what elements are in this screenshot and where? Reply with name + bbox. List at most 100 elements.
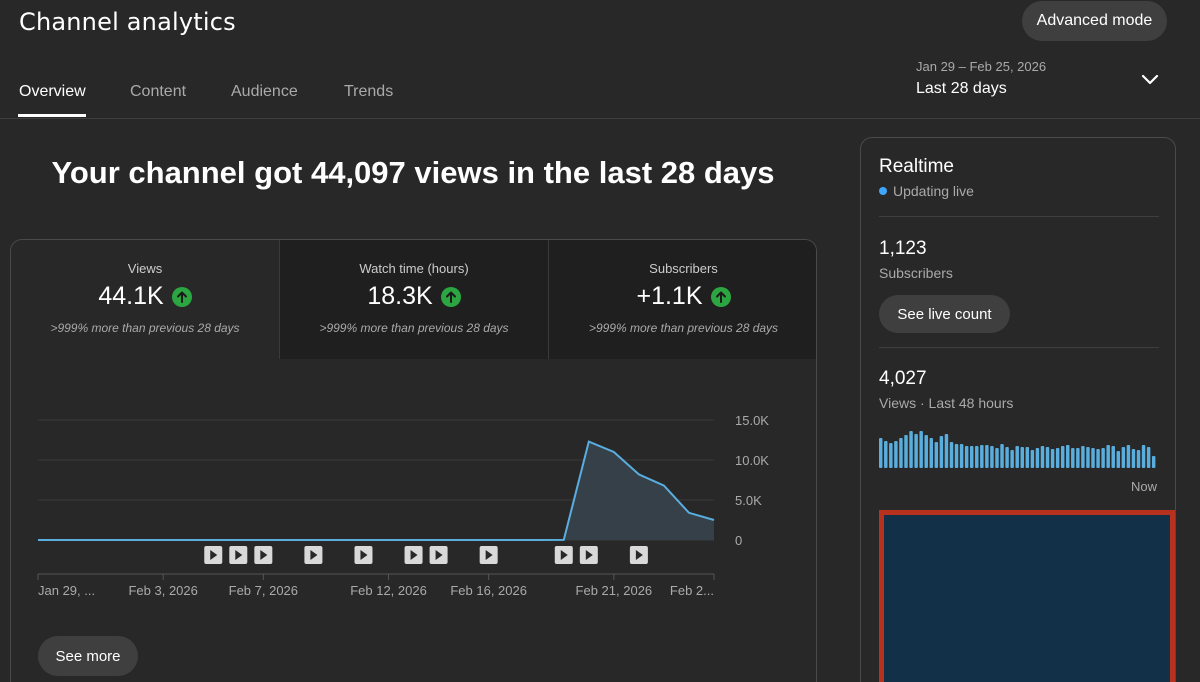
realtime-bar[interactable] [1081,446,1085,468]
live-dot-icon [879,187,887,195]
realtime-bar[interactable] [1045,447,1050,468]
video-marker-icon[interactable] [354,546,373,564]
realtime-bar[interactable] [1050,449,1055,468]
series-area [38,441,714,540]
x-tick-label: Feb 3, 2026 [128,583,197,598]
realtime-bar[interactable] [1040,446,1045,468]
y-tick-label: 5.0K [735,493,762,508]
realtime-bar[interactable] [1096,449,1100,468]
realtime-bar[interactable] [1055,448,1060,468]
realtime-bar[interactable] [889,443,893,468]
video-marker-icon[interactable] [254,546,273,564]
realtime-bar[interactable] [1131,449,1136,468]
metric-label: Watch time (hours) [359,261,469,276]
realtime-bar[interactable] [1106,445,1110,468]
video-marker-icon[interactable] [554,546,573,564]
video-marker-icon[interactable] [404,546,423,564]
realtime-bar[interactable] [1071,448,1075,468]
realtime-bar[interactable] [959,444,964,468]
see-more-button[interactable]: See more [38,636,138,676]
arrow-up-icon [710,286,731,307]
realtime-bar[interactable] [904,435,908,468]
tab-content[interactable]: Content [130,83,187,100]
realtime-bar[interactable] [1010,450,1014,468]
realtime-bar[interactable] [1035,448,1040,468]
realtime-bar[interactable] [975,446,979,468]
realtime-bar[interactable] [990,446,994,468]
tab-overview[interactable]: Overview [19,83,86,100]
realtime-bar[interactable] [929,438,933,468]
realtime-bar[interactable] [1005,447,1009,468]
active-tab-indicator [18,114,86,117]
realtime-bar[interactable] [1025,447,1030,468]
realtime-bar[interactable] [1060,446,1065,468]
realtime-bar[interactable] [1020,447,1024,468]
video-marker-icon[interactable] [629,546,648,564]
realtime-bar[interactable] [909,431,913,468]
realtime-bar[interactable] [1066,445,1070,468]
realtime-bar[interactable] [914,434,918,468]
metric-subscribers[interactable]: Subscribers +1.1K >999% more than previo… [549,240,816,359]
realtime-bar[interactable] [944,434,949,468]
realtime-bar[interactable] [985,445,989,468]
realtime-bar[interactable] [995,448,999,468]
realtime-bar[interactable] [1101,448,1105,468]
realtime-bar[interactable] [1000,444,1004,468]
chevron-down-icon[interactable] [1140,70,1160,90]
realtime-bar[interactable] [1151,456,1156,468]
realtime-bar[interactable] [1030,450,1035,468]
arrow-up-icon [171,286,192,307]
video-marker-icon[interactable] [429,546,448,564]
realtime-bar[interactable] [924,435,928,468]
date-range-selector[interactable]: Jan 29 – Feb 25, 2026 Last 28 days [916,59,1046,98]
realtime-bar[interactable] [894,441,898,468]
realtime-bar[interactable] [1141,445,1146,468]
realtime-bar[interactable] [884,441,888,468]
metric-views[interactable]: Views 44.1K >999% more than previous 28 … [11,240,280,359]
advanced-mode-button[interactable]: Advanced mode [1022,1,1167,41]
metric-value: 44.1K [98,282,164,310]
realtime-bar[interactable] [1015,446,1019,468]
video-marker-icon[interactable] [579,546,598,564]
realtime-bar[interactable] [954,444,959,468]
y-tick-label: 0 [735,533,742,548]
realtime-views-value: 4,027 [879,368,927,389]
realtime-bar[interactable] [899,438,903,468]
realtime-bar[interactable] [1136,450,1141,468]
tab-trends[interactable]: Trends [344,83,394,100]
video-marker-icon[interactable] [204,546,223,564]
metric-value: 18.3K [367,282,433,310]
realtime-bar[interactable] [949,442,954,468]
metric-delta: >999% more than previous 28 days [588,321,779,335]
video-marker-icon[interactable] [304,546,323,564]
arrow-up-icon [440,286,461,307]
realtime-status-text: Updating live [893,183,974,199]
realtime-bar[interactable] [1146,447,1151,468]
realtime-bar[interactable] [879,438,883,468]
metric-delta: >999% more than previous 28 days [319,321,509,335]
views-chart: 15.0K 10.0K 5.0K 0 Jan 29, ... Feb 3, 2026 Feb… [37,413,769,598]
video-marker-icon[interactable] [229,546,248,564]
video-marker-icon[interactable] [479,546,498,564]
realtime-bar[interactable] [1086,447,1090,468]
see-live-count-button[interactable]: See live count [879,295,1010,333]
realtime-subscribers-value: 1,123 [879,238,927,259]
realtime-bar[interactable] [1126,445,1131,468]
realtime-bar[interactable] [934,442,939,468]
realtime-bar[interactable] [919,431,923,468]
metric-watch-time[interactable]: Watch time (hours) 18.3K >999% more than… [280,240,549,359]
realtime-bar[interactable] [1111,446,1115,468]
realtime-bar[interactable] [1076,448,1080,468]
realtime-bar[interactable] [980,445,984,468]
realtime-bar[interactable] [1121,447,1126,468]
realtime-status: Updating live [879,183,974,199]
page-title: Channel analytics [19,8,236,36]
realtime-bar[interactable] [964,446,969,468]
realtime-subscribers-label: Subscribers [879,265,953,281]
tab-audience[interactable]: Audience [231,83,298,100]
realtime-bar[interactable] [969,446,974,468]
realtime-bar[interactable] [939,436,944,468]
x-tick-label: Feb 21, 2026 [576,583,653,598]
realtime-bar[interactable] [1116,451,1121,468]
realtime-bar[interactable] [1091,448,1095,468]
